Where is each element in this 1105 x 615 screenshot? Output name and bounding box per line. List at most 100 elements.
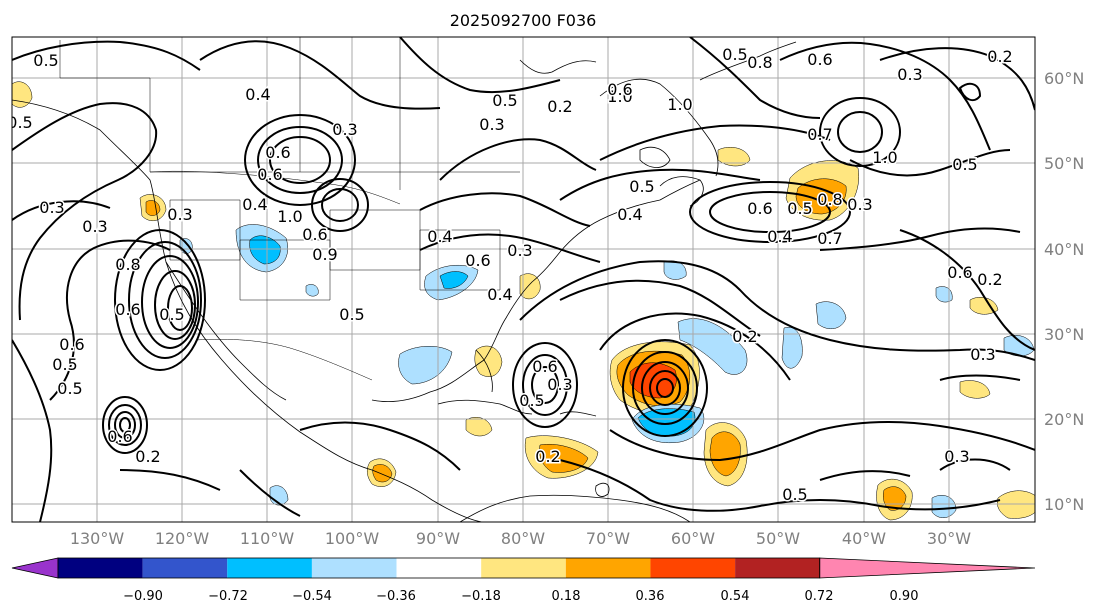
contour-label: 0.5	[722, 45, 747, 64]
contour-label: 0.5	[629, 177, 654, 196]
contour-label: 0.3	[39, 198, 64, 217]
lon-label-80w: 80°W	[501, 529, 545, 548]
contour-label: 0.6	[257, 165, 282, 184]
colorbar-segment	[565, 558, 651, 578]
lat-label-50n: 50°N	[1044, 154, 1084, 173]
contour-label: 0.5	[52, 355, 77, 374]
lon-label-90w: 90°W	[416, 529, 460, 548]
colorbar: −0.90 −0.72 −0.54 −0.36 −0.18 0.18 0.36 …	[11, 557, 1036, 604]
contour-label: 0.6	[607, 80, 632, 99]
positive-anomaly-blob	[717, 147, 751, 167]
positive-anomaly-blob	[795, 178, 847, 215]
contour-label: 0.4	[617, 205, 642, 224]
contour-label: 0.3	[167, 205, 192, 224]
lon-label-60w: 60°W	[671, 529, 715, 548]
contour-labels: 0.50.40.5 0.30.60.60.30.30.30.80.6 0.50.60…	[7, 44, 1014, 506]
lat-label-20n: 20°N	[1044, 410, 1084, 429]
negative-anomaly-blob	[439, 271, 469, 289]
coastlines	[12, 41, 797, 522]
colorbar-tick-labels: −0.90 −0.72 −0.54 −0.36 −0.18 0.18 0.36 …	[123, 589, 918, 604]
contour-label: 0.3	[479, 115, 504, 134]
lon-label-40w: 40°W	[842, 529, 886, 548]
lon-label-50w: 50°W	[756, 529, 800, 548]
contour-label: 0.8	[817, 190, 842, 209]
positive-anomaly-blob	[465, 417, 493, 437]
negative-anomaly-blob	[305, 284, 319, 297]
contour-label: 0.6	[532, 357, 557, 376]
graticule	[12, 37, 1035, 522]
longitude-labels: 130°W 120°W 110°W 100°W 90°W 80°W 70°W 6…	[70, 529, 971, 548]
colorbar-tick-label: 0.54	[721, 589, 750, 604]
contour-label: 0.5	[782, 485, 807, 504]
contour-label: 0.5	[519, 391, 544, 410]
contour-label: 0.2	[535, 447, 560, 466]
contour-label: 0.3	[944, 447, 969, 466]
contour-label: 0.5	[492, 91, 517, 110]
contour-label: 0.3	[547, 375, 572, 394]
negative-anomaly-blob	[935, 286, 953, 303]
contour-label: 0.6	[115, 300, 140, 319]
contour-label: 1.0	[667, 95, 692, 114]
positive-anomaly-blob	[372, 464, 393, 483]
positive-anomaly-blob	[519, 273, 541, 300]
lat-label-30n: 30°N	[1044, 325, 1084, 344]
contour-label: 0.5	[787, 199, 812, 218]
colorbar-tick-label: 0.36	[636, 589, 665, 604]
positive-anomaly-blob	[969, 297, 999, 315]
lat-label-10n: 10°N	[1044, 495, 1084, 514]
contour-label: 0.8	[115, 255, 140, 274]
colorbar-tick-label: −0.36	[376, 589, 416, 604]
colorbar-segment	[650, 558, 736, 578]
contour-label: 0.5	[7, 113, 32, 132]
colorbar-tick-label: −0.54	[292, 589, 332, 604]
map-frame	[11, 36, 1036, 523]
contour-label: 0.3	[82, 217, 107, 236]
contour-label: 0.6	[947, 263, 972, 282]
colorbar-tick-label: −0.90	[123, 589, 163, 604]
latitude-labels: 60°N 50°N 40°N 30°N 20°N 10°N	[1044, 69, 1084, 514]
negative-anomaly-blob	[931, 495, 957, 518]
contour-label: 0.2	[987, 47, 1012, 66]
contour-label: 0.5	[57, 379, 82, 398]
contour-label: 0.8	[747, 53, 772, 72]
lon-label-30w: 30°W	[927, 529, 971, 548]
contour-label: 0.3	[847, 195, 872, 214]
contour-label: 0.2	[977, 270, 1002, 289]
contour-label: 0.4	[242, 195, 267, 214]
contour-label: 0.9	[312, 245, 337, 264]
positive-anomaly-blob	[959, 380, 991, 399]
contour-label: 0.6	[465, 251, 490, 270]
contour-label: 1.0	[872, 148, 897, 167]
map-title: 2025092700 F036	[450, 11, 597, 30]
contour-label: 0.3	[332, 120, 357, 139]
colorbar-tick-label: 0.72	[805, 589, 834, 604]
contour-label: 0.2	[547, 97, 572, 116]
negative-anomaly-blob	[249, 235, 281, 265]
contour-label: 0.3	[897, 65, 922, 84]
positive-anomaly-blob	[709, 431, 741, 477]
political-borders	[59, 37, 520, 381]
contour-label: 0.5	[159, 305, 184, 324]
colorbar-tick-label: 0.90	[890, 589, 919, 604]
lon-label-120w: 120°W	[155, 529, 210, 548]
contour-label: 0.6	[302, 225, 327, 244]
contour-label: 1.0	[277, 207, 302, 226]
contour-label: 0.4	[487, 285, 512, 304]
colorbar-segment	[481, 558, 566, 578]
contour-label: 0.6	[107, 427, 132, 446]
colorbar-segments	[11, 557, 1036, 579]
contour-label: 0.5	[952, 155, 977, 174]
lon-label-100w: 100°W	[325, 529, 380, 548]
map-panel: 0.50.40.5 0.30.60.60.30.30.30.80.6 0.50.60…	[7, 36, 1036, 523]
contour-lines	[12, 37, 1035, 522]
contour-label: 0.4	[427, 227, 452, 246]
colorbar-outline	[57, 557, 821, 579]
lat-label-40n: 40°N	[1044, 240, 1084, 259]
contour-label: 0.4	[767, 227, 792, 246]
colorbar-extend-min	[11, 557, 59, 579]
colorbar-tick-label: −0.18	[461, 589, 501, 604]
contour-label: 0.7	[817, 229, 842, 248]
contour-label: 0.3	[507, 241, 532, 260]
colorbar-segment	[58, 558, 143, 578]
